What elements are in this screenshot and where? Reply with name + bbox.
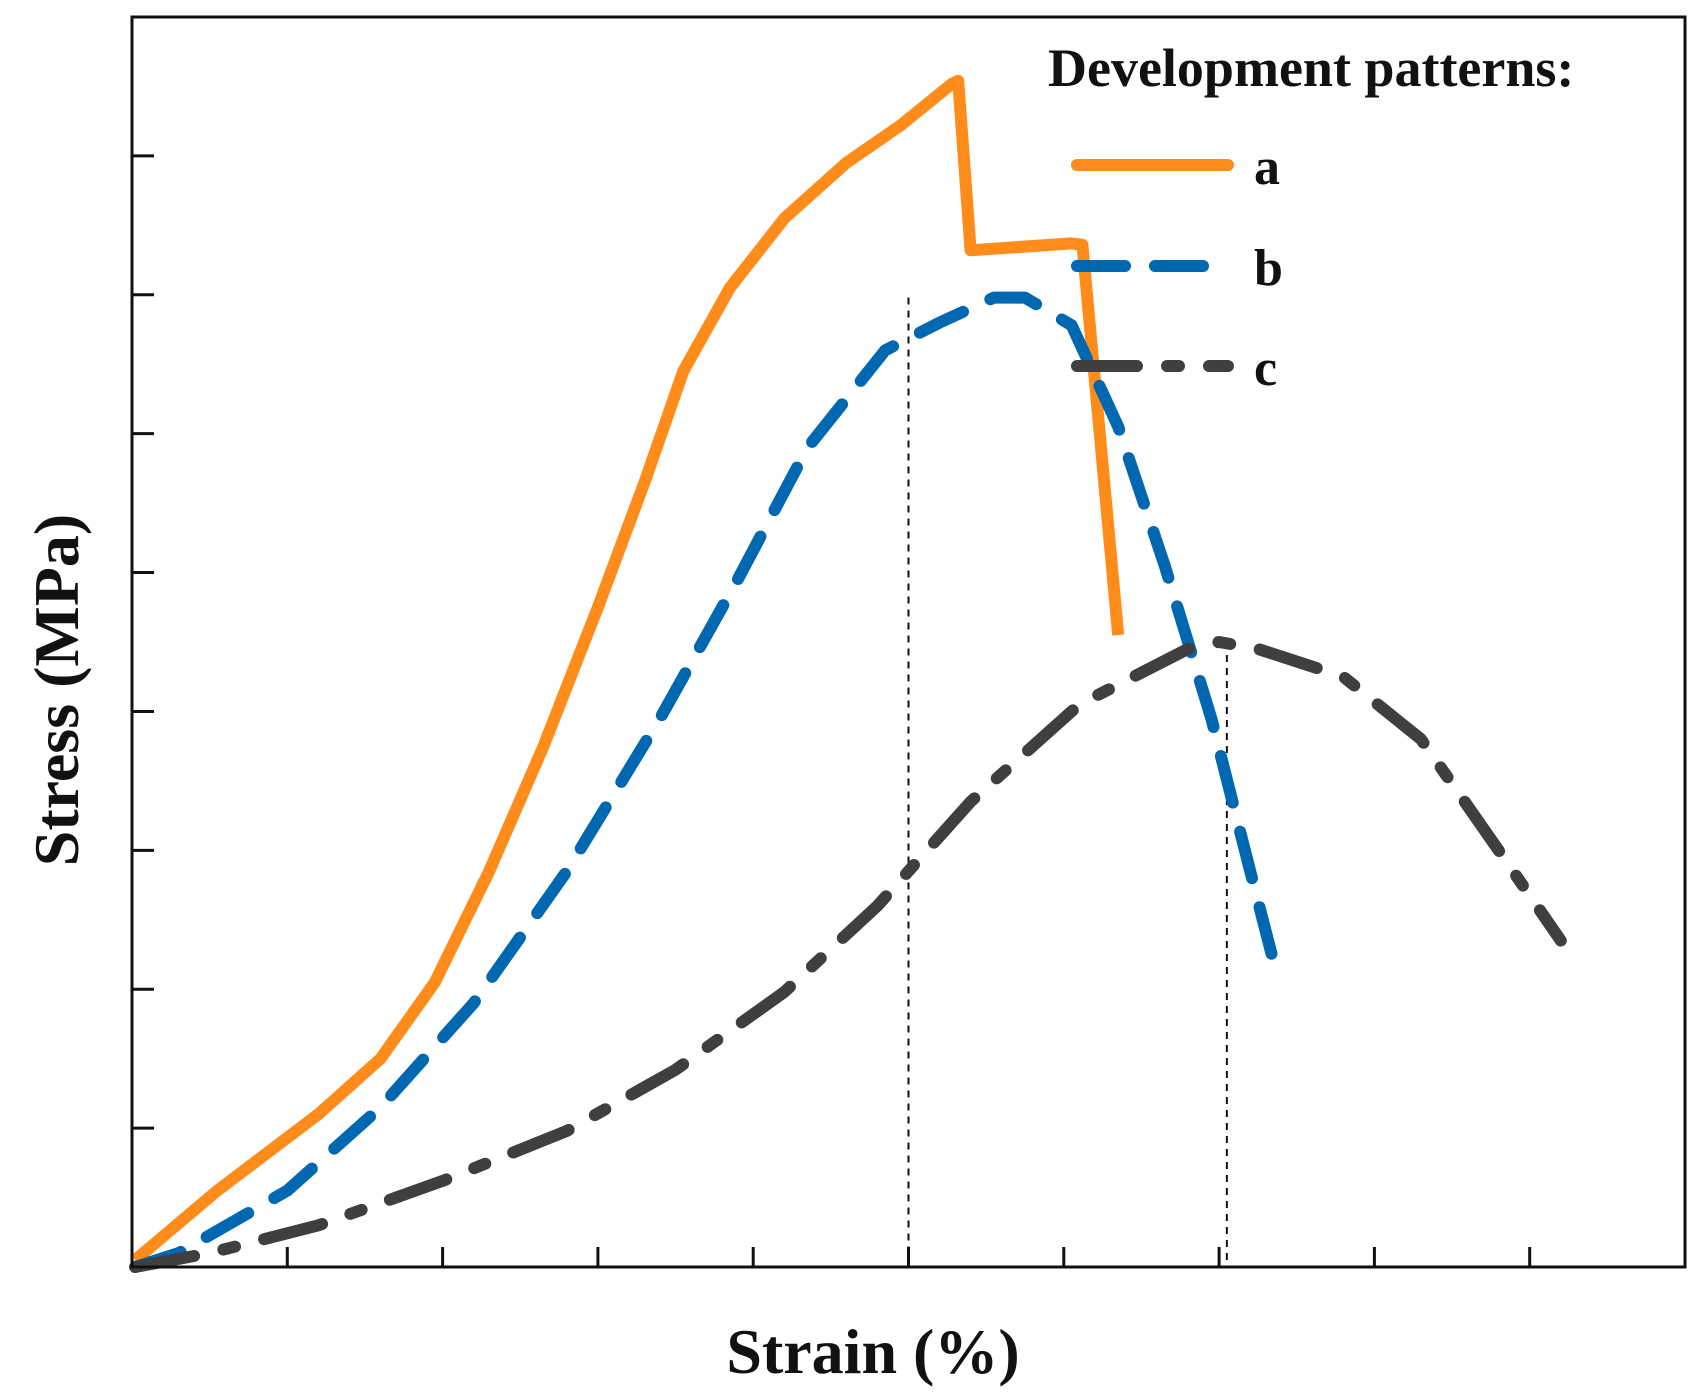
reference-lines (907, 297, 1228, 1267)
series-line-b (129, 291, 1280, 1273)
series-layer (129, 74, 1567, 1273)
x-axis-title: Strain (%) (726, 1316, 1019, 1387)
legend-title: Development patterns: (1048, 38, 1574, 98)
series-line-c (129, 636, 1567, 1273)
legend-label-b: b (1254, 240, 1283, 297)
series-line-a (131, 74, 1125, 1265)
legend-label-a: a (1254, 139, 1280, 196)
legend: Development patterns: a b c (1048, 38, 1574, 397)
axis-ticks (132, 154, 1532, 1267)
legend-label-c: c (1254, 340, 1277, 397)
y-axis-title: Stress (MPa) (21, 514, 92, 867)
